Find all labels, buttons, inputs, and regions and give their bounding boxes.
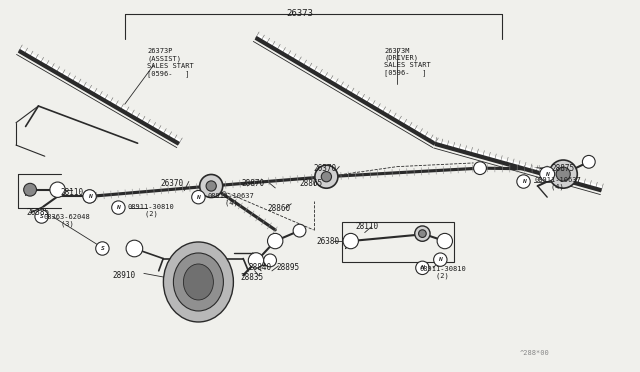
Text: N: N [522,179,525,184]
Circle shape [437,233,452,249]
Text: S: S [40,214,44,219]
Ellipse shape [163,242,234,322]
Ellipse shape [173,253,223,311]
Circle shape [192,190,205,204]
Text: 28860: 28860 [268,204,291,213]
Circle shape [321,171,332,182]
Text: 28875: 28875 [552,164,575,173]
Text: 28865: 28865 [300,179,323,188]
Circle shape [206,181,216,191]
Text: 26385: 26385 [27,208,50,217]
Circle shape [517,175,530,188]
Text: 26380: 26380 [317,237,340,246]
Circle shape [264,254,276,267]
Circle shape [582,155,595,168]
Circle shape [83,190,96,203]
Text: N: N [545,171,549,177]
Bar [342,222,454,262]
Circle shape [556,167,570,181]
Text: S: S [100,246,104,251]
Text: 28110: 28110 [61,188,84,197]
Circle shape [24,183,36,196]
Circle shape [419,230,426,237]
Circle shape [248,253,264,268]
Text: N: N [438,257,442,262]
Circle shape [35,210,48,223]
Circle shape [83,190,96,203]
Text: N: N [196,195,200,200]
Text: 08911-10637
    (4): 08911-10637 (4) [534,177,581,190]
Circle shape [434,253,447,266]
Text: 08363-62048
    (3): 08363-62048 (3) [44,214,90,227]
Circle shape [556,163,568,176]
Circle shape [268,233,283,249]
Text: 08911-30810
    (2): 08911-30810 (2) [128,204,175,217]
Ellipse shape [184,264,213,300]
Text: 28895: 28895 [276,263,300,272]
Circle shape [112,201,125,214]
Circle shape [50,182,65,198]
Circle shape [293,224,306,237]
Text: 08911-30810
    (2): 08911-30810 (2) [419,266,466,279]
Text: 26370: 26370 [314,164,337,173]
Circle shape [96,242,109,255]
Text: N: N [88,194,92,199]
Text: 26373P
(ASSIST)
SALES START
[0596-   ]: 26373P (ASSIST) SALES START [0596- ] [147,48,194,77]
Text: 26370: 26370 [160,179,183,188]
Text: 28870: 28870 [242,179,265,188]
Text: 28910: 28910 [112,271,135,280]
Text: ^288*00: ^288*00 [520,350,549,356]
Text: 28835: 28835 [240,273,263,282]
Text: 26373: 26373 [287,9,314,18]
Circle shape [474,162,486,174]
Text: 28110: 28110 [355,222,378,231]
Circle shape [343,233,358,249]
Text: N: N [116,205,120,210]
Circle shape [416,261,429,275]
Circle shape [415,226,430,241]
Text: N: N [420,265,424,270]
Circle shape [200,174,223,198]
Text: 26373M
(DRIVER)
SALES START
[0596-   ]: 26373M (DRIVER) SALES START [0596- ] [384,48,431,76]
Text: 28840: 28840 [248,263,271,272]
Circle shape [549,160,577,188]
Text: 08911-10637
    (4): 08911-10637 (4) [208,193,255,206]
Circle shape [315,165,338,188]
Circle shape [540,167,555,182]
Circle shape [126,240,143,257]
